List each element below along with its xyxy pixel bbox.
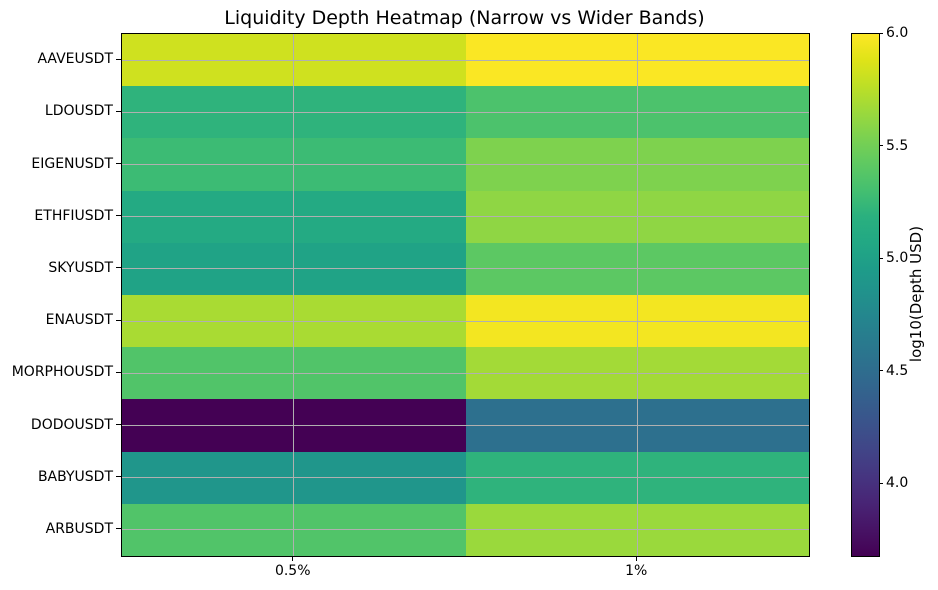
y-tick-mark — [116, 110, 121, 112]
colorbar-gradient — [852, 34, 879, 556]
chart-title: Liquidity Depth Heatmap (Narrow vs Wider… — [224, 7, 705, 29]
gridline-horizontal — [122, 268, 809, 270]
y-tick-label-BABYUSDT: BABYUSDT — [37, 468, 113, 485]
colorbar-label: log10(Depth USD) — [907, 225, 926, 363]
y-tick-mark — [116, 319, 121, 321]
colorbar-label-wrap: log10(Depth USD) — [904, 33, 928, 555]
y-tick-mark — [116, 58, 121, 60]
y-tick-mark — [116, 371, 121, 373]
x-tick-mark — [635, 556, 637, 561]
colorbar-tick-label-5.5: 5.5 — [886, 137, 909, 154]
y-tick-label-LDOUSDT: LDOUSDT — [44, 103, 113, 120]
y-tick-label-DODOUSDT: DODOUSDT — [30, 416, 113, 433]
y-tick-label-MORPHOUSDT: MORPHOUSDT — [11, 364, 113, 381]
y-tick-mark — [116, 215, 121, 217]
colorbar-tick-label-6.0: 6.0 — [886, 25, 909, 41]
x-tick-label-1%: 1% — [625, 563, 648, 579]
y-tick-label-ETHFIUSDT: ETHFIUSDT — [34, 207, 113, 224]
colorbar-tick-mark — [879, 482, 883, 484]
gridline-horizontal — [122, 164, 809, 165]
y-tick-label-AAVEUSDT: AAVEUSDT — [37, 51, 113, 68]
gridline-horizontal — [122, 477, 809, 479]
colorbar-tick-label-5.0: 5.0 — [886, 250, 909, 266]
y-tick-label-SKYUSDT: SKYUSDT — [48, 259, 113, 276]
colorbar-tick-label-4.0: 4.0 — [886, 475, 909, 491]
y-tick-mark — [116, 163, 121, 164]
gridline-vertical — [293, 34, 295, 556]
gridline-horizontal — [122, 529, 809, 531]
colorbar-tick-mark — [879, 145, 883, 146]
gridline-horizontal — [122, 59, 809, 61]
gridline-horizontal — [122, 111, 809, 113]
colorbar-tick-mark — [879, 257, 883, 259]
heatmap-plot-area — [121, 33, 810, 557]
x-tick-label-0.5%: 0.5% — [274, 563, 311, 579]
colorbar — [851, 33, 880, 557]
gridline-vertical — [636, 34, 638, 556]
gridline-horizontal — [122, 216, 809, 218]
y-tick-label-EIGENUSDT: EIGENUSDT — [31, 155, 113, 172]
y-tick-label-ARBUSDT: ARBUSDT — [45, 520, 113, 537]
y-tick-label-ENAUSDT: ENAUSDT — [45, 312, 113, 329]
colorbar-tick-mark — [879, 370, 883, 371]
colorbar-tick-label-4.5: 4.5 — [886, 362, 909, 379]
y-tick-mark — [116, 528, 121, 530]
gridline-horizontal — [122, 372, 809, 374]
gridline-horizontal — [122, 320, 809, 322]
gridline-horizontal — [122, 425, 809, 426]
y-tick-mark — [116, 267, 121, 269]
y-tick-mark — [116, 476, 121, 478]
x-tick-mark — [292, 556, 294, 561]
colorbar-tick-mark — [879, 32, 883, 34]
y-tick-mark — [116, 424, 121, 425]
